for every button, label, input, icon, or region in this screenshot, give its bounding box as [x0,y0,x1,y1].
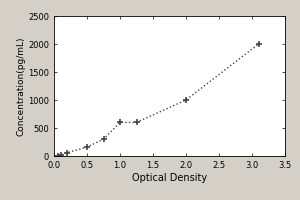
X-axis label: Optical Density: Optical Density [132,173,207,183]
Y-axis label: Concentration(pg/mL): Concentration(pg/mL) [16,36,26,136]
